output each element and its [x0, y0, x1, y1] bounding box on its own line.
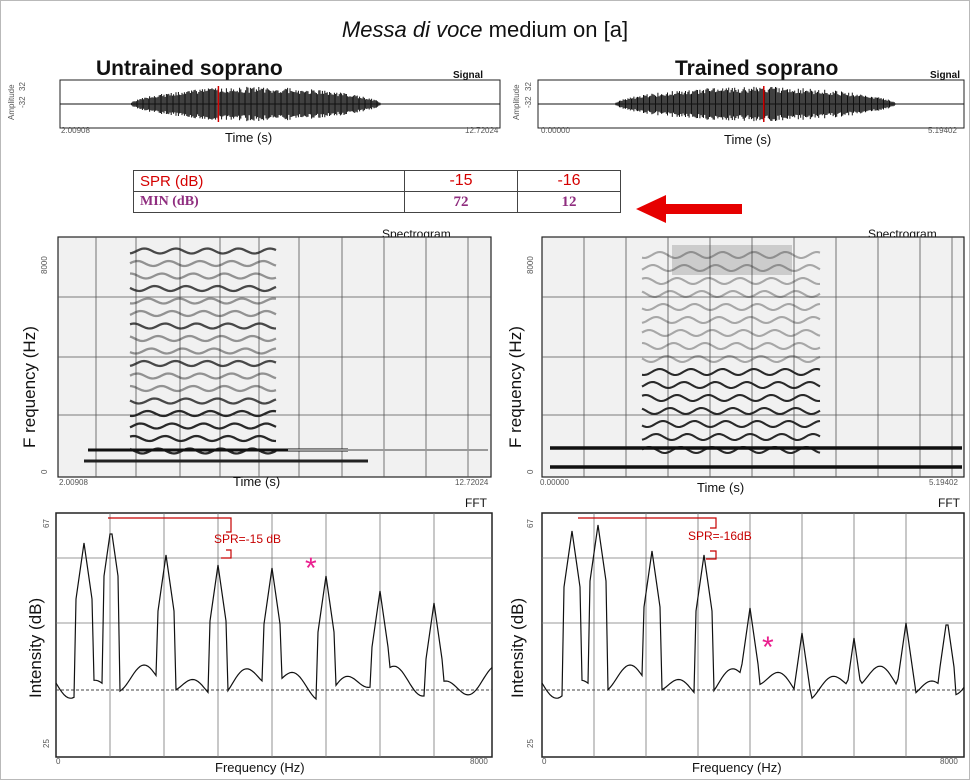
right-signal-end: 5.19402 — [928, 126, 957, 135]
fft-frame — [542, 513, 964, 757]
right-signal-start: 0.00000 — [541, 126, 570, 135]
right-star-marker: * — [762, 633, 774, 663]
left-fft-xmin: 0 — [56, 757, 60, 766]
left-signal-end: 12.72024 — [465, 126, 498, 135]
left-signal-start: 2.00908 — [61, 126, 90, 135]
right-amp-tick-top: 32 — [524, 82, 533, 91]
left-spec-ymax: 8000 — [40, 256, 49, 274]
right-signal-plot — [538, 80, 964, 128]
left-fft-xlabel: Frequency (Hz) — [215, 760, 305, 775]
left-spec-ymin: 0 — [40, 470, 49, 474]
left-spec-xend: 12.72024 — [455, 478, 488, 487]
right-singer-title: Trained soprano — [675, 57, 838, 81]
title-italic-part: Messa di voce — [342, 17, 483, 42]
left-amp-tick-bottom: -32 — [18, 96, 27, 108]
right-spec-ymin: 0 — [526, 470, 535, 474]
right-fft-xlabel: Frequency (Hz) — [692, 760, 782, 775]
min-untrained-value: 72 — [405, 192, 518, 213]
right-spec-ymax: 8000 — [526, 256, 535, 274]
right-amp-tick-bottom: -32 — [524, 96, 533, 108]
left-signal-xlabel: Time (s) — [225, 130, 272, 145]
right-fft-plot — [542, 513, 964, 757]
figure-title: Messa di voce medium on [a] — [0, 17, 970, 43]
min-trained-value: 12 — [518, 192, 621, 213]
left-fft-xmax: 8000 — [470, 757, 488, 766]
red-arrow-icon — [636, 194, 744, 224]
right-fft-label: FFT — [938, 496, 960, 510]
right-fft-xmin: 0 — [542, 757, 546, 766]
right-fft-ymax: 67 — [526, 519, 535, 528]
min-row-label: MIN (dB) — [134, 192, 405, 213]
title-rest: medium on [a] — [483, 17, 629, 42]
right-spr-annotation: SPR=-16dB — [688, 529, 752, 543]
left-fft-ymin: 25 — [42, 739, 51, 748]
right-spectrogram-ylabel: F requency (Hz) — [506, 326, 526, 448]
right-amplitude-label: Amplitude — [512, 84, 521, 120]
left-singer-title: Untrained soprano — [96, 57, 283, 81]
spr-row: SPR (dB) -15 -16 — [134, 171, 621, 192]
spr-min-table: SPR (dB) -15 -16 MIN (dB) 72 12 — [133, 170, 621, 213]
right-signal-xlabel: Time (s) — [724, 132, 771, 147]
right-spec-xstart: 0.00000 — [540, 478, 569, 487]
left-signal-plot — [60, 80, 500, 128]
right-fft-xmax: 8000 — [940, 757, 958, 766]
left-spr-annotation: SPR=-15 dB — [214, 532, 281, 546]
left-spectrogram-plot — [58, 237, 491, 477]
left-fft-ylabel: Intensity (dB) — [26, 598, 46, 698]
left-spec-xstart: 2.00908 — [59, 478, 88, 487]
fft-frame — [56, 513, 492, 757]
left-spectrogram-ylabel: F requency (Hz) — [20, 326, 40, 448]
right-fft-ymin: 25 — [526, 739, 535, 748]
spr-untrained-value: -15 — [405, 171, 518, 192]
spr-row-label: SPR (dB) — [134, 171, 405, 192]
left-amplitude-label: Amplitude — [7, 84, 16, 120]
left-amp-tick-top: 32 — [18, 82, 27, 91]
left-fft-ymax: 67 — [42, 519, 51, 528]
right-spec-xlabel: Time (s) — [697, 480, 744, 495]
left-fft-plot — [56, 513, 492, 757]
right-spectrogram-plot — [542, 237, 964, 477]
right-fft-ylabel: Intensity (dB) — [508, 598, 528, 698]
left-star-marker: * — [305, 554, 317, 584]
left-fft-label: FFT — [465, 496, 487, 510]
right-spec-xend: 5.19402 — [929, 478, 958, 487]
min-row: MIN (dB) 72 12 — [134, 192, 621, 213]
left-spec-xlabel: Time (s) — [233, 474, 280, 489]
spr-trained-value: -16 — [518, 171, 621, 192]
high-frequency-noise — [672, 245, 792, 275]
